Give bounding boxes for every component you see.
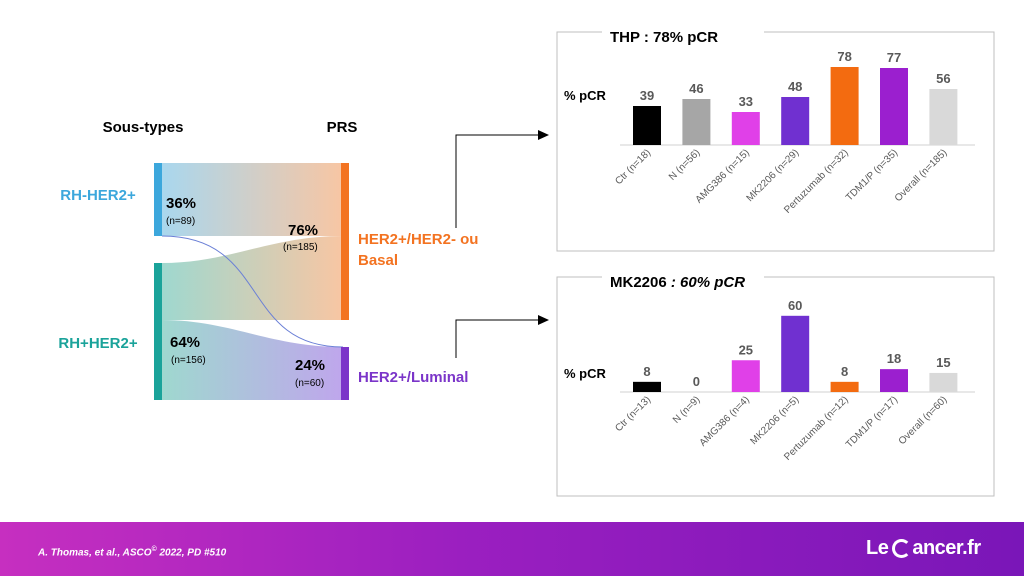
node-her2-basal [341, 163, 349, 320]
source-pct-rh-plus-her2: 64% [170, 334, 200, 351]
thp-bar-chart: THP : 78% pCR % pCR 39 Ctr (n=18) 46 N (n=56)… [564, 28, 975, 216]
mk2206-chart-title-italic: : 60% pCR [667, 274, 746, 291]
thp-category-label-5: TDM1/P (n=35) [844, 147, 900, 203]
mk2206-bar-label-6: 15 [936, 355, 950, 370]
target-n-her2-basal: (n=185) [283, 242, 318, 253]
mk2206-category-label-1: N (n=9) [671, 394, 703, 426]
source-label-rh-plus-her2: RH+HER2+ [58, 335, 137, 352]
thp-bar-5 [880, 68, 908, 145]
mk2206-bar-3 [781, 315, 810, 392]
flow-rh-her2-to-her2-basal [162, 163, 343, 236]
mk2206-bar-0 [633, 381, 661, 392]
mk2206-bar-5 [880, 369, 908, 392]
arrowhead-mk2206 [538, 315, 549, 325]
thp-bar-label-6: 56 [936, 71, 950, 86]
flow-rh-plus-to-luminal [162, 320, 343, 400]
thp-chart-frame [556, 31, 995, 252]
citation: A. Thomas, et al., ASCO© 2022, PD #510 [38, 546, 227, 559]
thp-chart-title-backing [602, 28, 764, 44]
flow-thin-line [161, 235, 344, 348]
sankey-left-header: Sous-types [103, 119, 184, 136]
thp-chart-title-main: THP : 78% pCR [610, 29, 718, 46]
mk2206-chart-title: MK2206 : 60% pCR [610, 274, 745, 291]
mk2206-bar-chart: MK2206 : 60% pCR % pCR 8 Ctr (n=13) 0 N (n=9)… [564, 273, 975, 463]
mk2206-ylabel: % pCR [564, 366, 607, 381]
mk2206-bar-2 [731, 360, 760, 392]
mk2206-category-label-5: TDM1/P (n=17) [844, 394, 900, 450]
target-label-her2-basal-line1: HER2+/HER2- ou [358, 231, 478, 248]
thp-bar-4 [830, 67, 859, 145]
thp-bar-2 [731, 112, 760, 145]
thp-bar-label-4: 78 [837, 49, 851, 64]
thp-category-label-6: Overall (n=185) [893, 147, 950, 204]
thp-category-label-1: N (n=56) [667, 147, 702, 182]
thp-ylabel: % pCR [564, 88, 607, 103]
thp-category-label-3: MK2206 (n=29) [745, 147, 802, 204]
mk2206-bar-label-0: 8 [643, 364, 650, 379]
arrow-to-thp-chart [455, 134, 538, 228]
mk2206-chart-frame [556, 276, 995, 497]
thp-bar-1 [682, 99, 711, 145]
mk2206-bar-label-1: 0 [693, 374, 700, 389]
target-label-her2-basal-line2: Basal [358, 252, 398, 269]
target-label-her2-luminal: HER2+/Luminal [358, 369, 468, 386]
thp-chart-title: THP : 78% pCR [610, 29, 718, 46]
thp-bar-label-5: 77 [887, 50, 901, 65]
arrowhead-thp [538, 130, 549, 140]
node-rh-plus-her2 [154, 263, 162, 400]
mk2206-bar-label-3: 60 [788, 298, 802, 313]
brand-logo: Le ancer.fr [866, 537, 981, 559]
mk2206-bar-6 [929, 372, 958, 392]
node-rh-her2 [154, 163, 162, 236]
mk2206-category-label-0: Ctr (n=13) [613, 394, 653, 434]
connector-arrows [455, 130, 549, 358]
mk2206-chart-title-backing [602, 273, 764, 289]
mk2206-category-label-2: AMG386 (n=4) [698, 394, 752, 448]
target-n-her2-luminal: (n=60) [295, 378, 324, 389]
mk2206-bar-label-2: 25 [739, 342, 753, 357]
mk2206-bar-label-5: 18 [887, 351, 901, 366]
flow-rh-plus-to-her2-basal [162, 236, 343, 320]
thp-category-label-2: AMG386 (n=15) [694, 147, 752, 205]
thp-bar-6 [929, 89, 958, 145]
node-her2-luminal [341, 347, 349, 400]
source-n-rh-plus-her2: (n=156) [171, 355, 206, 366]
sankey-right-header: PRS [327, 119, 358, 136]
thp-bar-label-2: 33 [739, 94, 753, 109]
mk2206-bar-label-4: 8 [841, 364, 848, 379]
target-pct-her2-basal: 76% [288, 222, 318, 239]
thp-bar-label-3: 48 [788, 79, 802, 94]
footer-bar [0, 522, 1024, 576]
thp-bar-0 [633, 106, 661, 145]
thp-bar-label-0: 39 [640, 88, 654, 103]
source-n-rh-her2: (n=89) [166, 216, 195, 227]
arrow-to-mk2206-chart [455, 319, 538, 358]
mk2206-chart-title-main: MK2206 [610, 274, 667, 291]
thp-bar-label-1: 46 [689, 81, 703, 96]
mk2206-category-label-3: MK2206 (n=5) [749, 394, 802, 447]
source-pct-rh-her2: 36% [166, 195, 196, 212]
thp-category-label-0: Ctr (n=18) [613, 147, 653, 187]
mk2206-bar-4 [830, 381, 859, 392]
thp-bar-3 [781, 97, 810, 145]
source-label-rh-her2: RH-HER2+ [60, 187, 136, 204]
brand-c-icon [892, 539, 912, 558]
sankey-diagram: Sous-types PRS RH-HER2+ RH+HER2+ 36% (n=… [58, 119, 478, 400]
target-pct-her2-luminal: 24% [295, 357, 325, 374]
mk2206-category-label-6: Overall (n=60) [897, 394, 950, 447]
